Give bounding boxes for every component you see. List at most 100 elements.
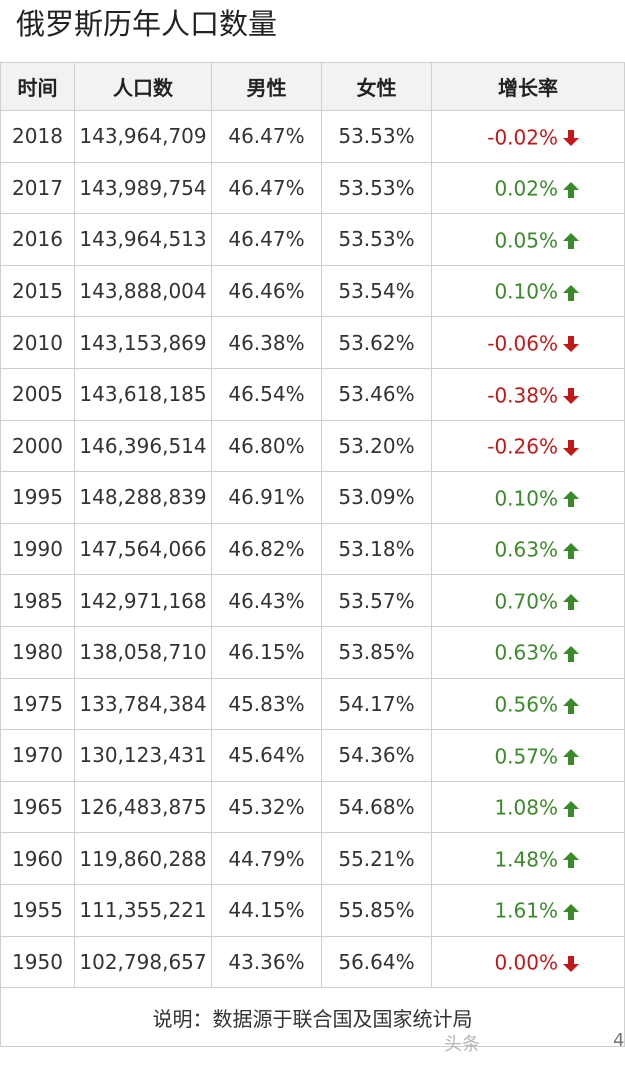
cell-year: 2010 <box>0 316 75 369</box>
cell-year: 1995 <box>0 471 75 524</box>
arrow-up-icon <box>562 799 580 817</box>
cell-growth: 0.02% <box>431 161 625 215</box>
cell-male: 46.47% <box>211 161 322 215</box>
cell-population: 142,971,168 <box>74 574 212 627</box>
cell-year: 1990 <box>0 522 75 576</box>
growth-value: 0.05% <box>494 228 558 253</box>
cell-growth: 1.48% <box>431 832 625 885</box>
watermark: 头条 <box>444 1034 480 1055</box>
header-year: 时间 <box>0 62 75 111</box>
watermark-edge: 4 <box>613 1030 625 1051</box>
cell-year: 2018 <box>0 110 75 163</box>
cell-growth: -0.26% <box>431 419 625 473</box>
cell-male: 45.32% <box>211 780 322 834</box>
cell-population: 126,483,875 <box>74 780 212 834</box>
arrow-up-icon <box>562 180 580 198</box>
table-row: 2010 143,153,869 46.38% 53.62% -0.06% <box>0 316 625 369</box>
cell-population: 146,396,514 <box>74 419 212 473</box>
cell-male: 46.47% <box>211 213 322 266</box>
cell-growth: 0.63% <box>431 522 625 576</box>
cell-growth: 0.05% <box>431 213 625 266</box>
table-row: 1960 119,860,288 44.79% 55.21% 1.48% <box>0 832 625 885</box>
table-header-row: 时间 人口数 男性 女性 增长率 <box>0 62 625 111</box>
arrow-up-icon <box>562 747 580 766</box>
growth-value: -0.02% <box>487 125 558 150</box>
cell-male: 46.91% <box>211 471 322 524</box>
growth-value: -0.38% <box>487 383 558 408</box>
cell-growth: 0.57% <box>431 729 625 782</box>
arrow-up-icon <box>562 696 580 714</box>
cell-population: 143,618,185 <box>74 367 212 421</box>
cell-population: 143,964,513 <box>74 213 212 266</box>
cell-female: 53.46% <box>321 367 432 421</box>
table-row: 1990 147,564,066 46.82% 53.18% 0.63% <box>0 522 625 576</box>
cell-growth: 0.10% <box>431 471 625 524</box>
growth-value: 0.56% <box>494 692 558 717</box>
arrow-up-icon <box>562 231 580 250</box>
cell-female: 55.21% <box>321 832 432 885</box>
cell-male: 46.46% <box>211 264 322 318</box>
cell-female: 55.85% <box>321 883 432 937</box>
arrow-up-icon <box>562 592 580 611</box>
cell-female: 53.53% <box>321 213 432 266</box>
growth-value: 0.63% <box>494 537 558 562</box>
cell-male: 46.47% <box>211 110 322 163</box>
cell-male: 46.54% <box>211 367 322 421</box>
table-row: 1965 126,483,875 45.32% 54.68% 1.08% <box>0 780 625 834</box>
table-row: 1985 142,971,168 46.43% 53.57% 0.70% <box>0 574 625 627</box>
table-row: 2016 143,964,513 46.47% 53.53% 0.05% <box>0 213 625 266</box>
growth-value: 0.00% <box>494 950 558 975</box>
table-row: 2017 143,989,754 46.47% 53.53% 0.02% <box>0 161 625 215</box>
cell-year: 2017 <box>0 161 75 215</box>
cell-year: 2016 <box>0 213 75 266</box>
source-note: 说明：数据源于联合国及国家统计局 <box>0 987 625 1048</box>
cell-growth: 0.56% <box>431 677 625 731</box>
cell-male: 45.83% <box>211 677 322 731</box>
arrow-down-icon <box>562 386 580 405</box>
cell-year: 1960 <box>0 832 75 885</box>
cell-growth: 0.70% <box>431 574 625 627</box>
arrow-up-icon <box>562 283 580 301</box>
cell-year: 1970 <box>0 729 75 782</box>
growth-value: 0.63% <box>494 640 558 665</box>
cell-growth: 1.08% <box>431 780 625 834</box>
table-row: 2015 143,888,004 46.46% 53.54% 0.10% <box>0 264 625 318</box>
cell-female: 53.53% <box>321 110 432 163</box>
cell-female: 53.09% <box>321 471 432 524</box>
cell-female: 53.53% <box>321 161 432 215</box>
cell-population: 143,888,004 <box>74 264 212 318</box>
cell-female: 53.18% <box>321 522 432 576</box>
cell-growth: 0.63% <box>431 625 625 679</box>
table-row: 2000 146,396,514 46.80% 53.20% -0.26% <box>0 419 625 473</box>
cell-male: 46.43% <box>211 574 322 627</box>
cell-female: 56.64% <box>321 935 432 989</box>
growth-value: 1.08% <box>494 795 558 820</box>
cell-population: 102,798,657 <box>74 935 212 989</box>
arrow-down-icon <box>562 438 580 456</box>
cell-male: 46.80% <box>211 419 322 473</box>
cell-population: 138,058,710 <box>74 625 212 679</box>
table-row: 1995 148,288,839 46.91% 53.09% 0.10% <box>0 471 625 524</box>
growth-value: -0.06% <box>487 331 558 356</box>
cell-growth: 0.00% <box>431 935 625 989</box>
table-row: 1970 130,123,431 45.64% 54.36% 0.57% <box>0 729 625 782</box>
cell-female: 53.20% <box>321 419 432 473</box>
table-row: 1980 138,058,710 46.15% 53.85% 0.63% <box>0 625 625 679</box>
population-table: 时间 人口数 男性 女性 增长率 2018 143,964,709 46.47% 53… <box>0 62 625 1048</box>
cell-population: 130,123,431 <box>74 729 212 782</box>
header-male: 男性 <box>211 62 322 111</box>
cell-year: 1975 <box>0 677 75 731</box>
cell-growth: -0.38% <box>431 367 625 421</box>
arrow-up-icon <box>562 489 580 508</box>
cell-population: 119,860,288 <box>74 832 212 885</box>
cell-female: 54.68% <box>321 780 432 834</box>
cell-year: 1950 <box>0 935 75 989</box>
cell-female: 53.57% <box>321 574 432 627</box>
table-row: 1975 133,784,384 45.83% 54.17% 0.56% <box>0 677 625 731</box>
cell-population: 111,355,221 <box>74 883 212 937</box>
header-population: 人口数 <box>74 62 212 111</box>
header-growth: 增长率 <box>431 62 625 111</box>
cell-female: 53.62% <box>321 316 432 369</box>
growth-value: 1.61% <box>494 898 558 923</box>
cell-growth: -0.06% <box>431 316 625 369</box>
